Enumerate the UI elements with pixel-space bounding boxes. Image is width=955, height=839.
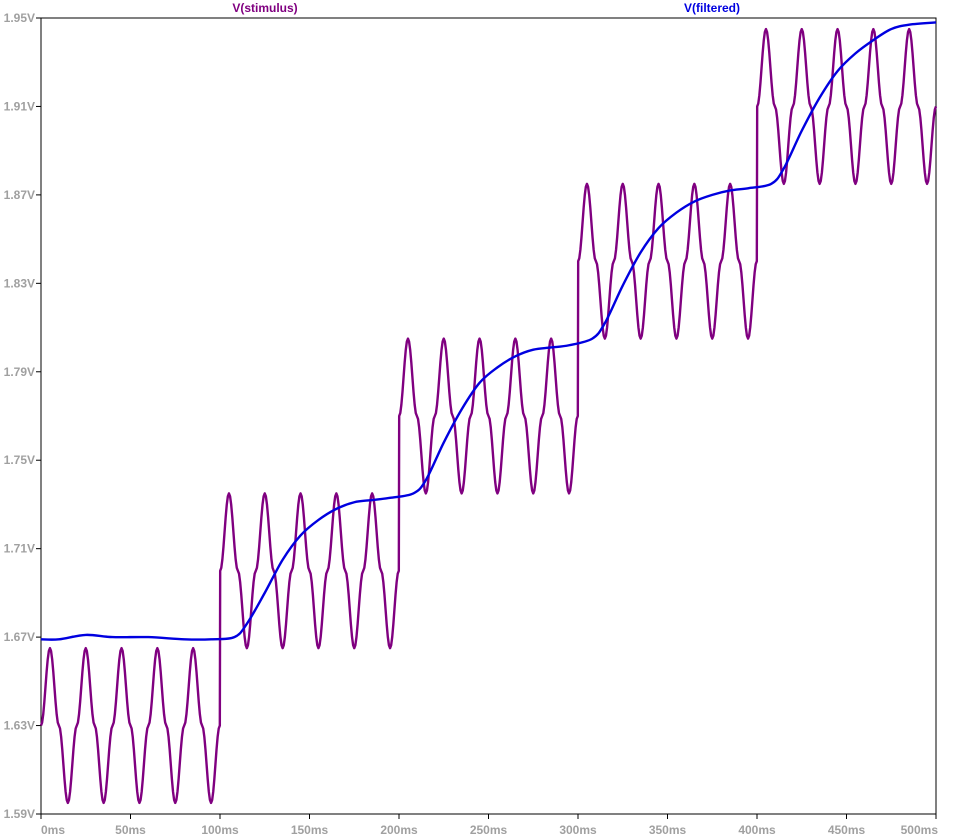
x-tick-label: 500ms [901,823,939,837]
x-tick-label: 200ms [380,823,418,837]
y-tick-label: 1.71V [4,542,35,556]
y-tick-label: 1.95V [4,11,35,25]
y-tick-label: 1.59V [4,807,35,821]
x-tick-label: 50ms [115,823,146,837]
x-tick-label: 350ms [649,823,687,837]
legend-label-stimulus: V(stimulus) [232,1,297,15]
x-tick-label: 400ms [738,823,776,837]
y-tick-label: 1.63V [4,719,35,733]
x-tick-label: 300ms [559,823,597,837]
y-tick-label: 1.91V [4,99,35,113]
y-tick-label: 1.67V [4,630,35,644]
x-tick-label: 100ms [201,823,239,837]
y-tick-label: 1.79V [4,365,35,379]
y-tick-label: 1.75V [4,453,35,467]
x-tick-label: 0ms [41,823,65,837]
y-tick-label: 1.83V [4,276,35,290]
x-tick-label: 450ms [828,823,866,837]
filtered-series-line [40,21,937,641]
x-tick-label: 150ms [291,823,329,837]
x-tick-label: 250ms [470,823,508,837]
legend-label-filtered: V(filtered) [684,1,740,15]
y-tick-label: 1.87V [4,188,35,202]
stimulus-series-line [39,27,938,805]
